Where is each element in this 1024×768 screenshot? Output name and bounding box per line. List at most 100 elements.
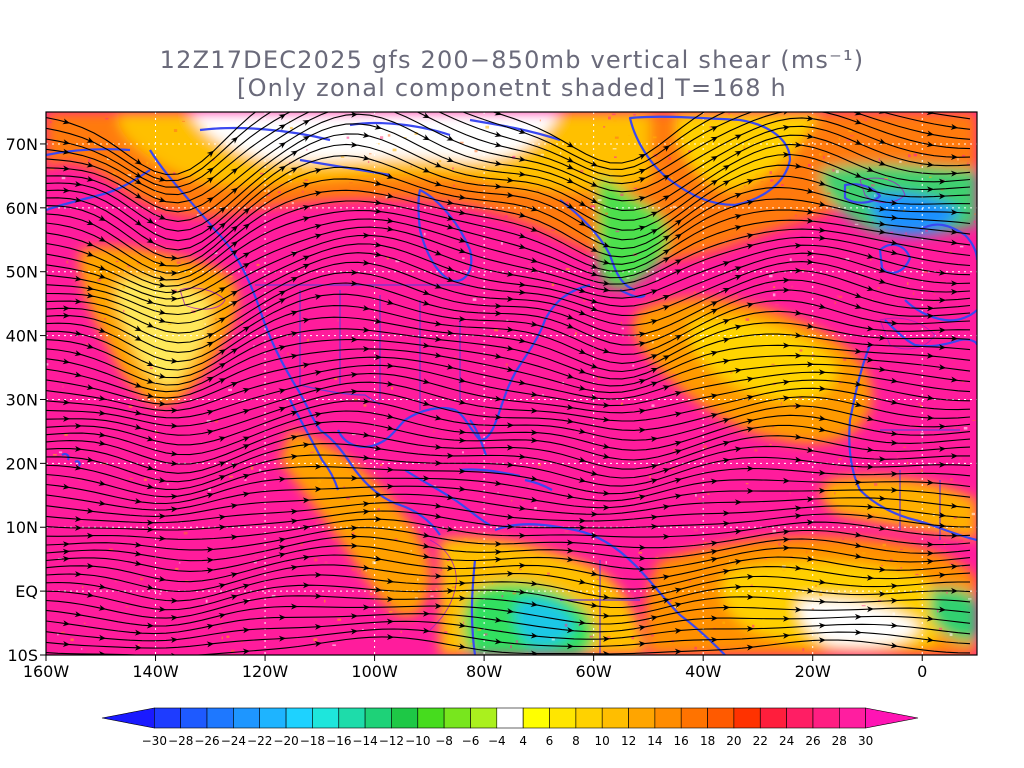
streamline-arrow [290, 167, 298, 174]
streamline-arrow [710, 350, 718, 357]
streamline-arrow [386, 413, 394, 420]
streamline-arrow [350, 613, 358, 620]
speckle [805, 551, 808, 554]
speckle [417, 578, 419, 581]
streamline-arrow [242, 326, 250, 333]
streamline-arrow [62, 139, 70, 146]
streamline-arrow [362, 431, 370, 438]
streamline-arrow [422, 627, 430, 634]
streamline [46, 123, 971, 222]
streamline-arrow [278, 165, 286, 173]
streamline-arrow [602, 347, 610, 354]
speckle [795, 214, 797, 217]
streamline-arrow [62, 555, 70, 562]
speckle [131, 516, 133, 520]
speckle [389, 201, 392, 204]
streamline-arrow [938, 364, 946, 371]
coast-baja [289, 399, 340, 491]
streamline-arrow [362, 501, 370, 507]
streamline-arrow [74, 275, 82, 282]
speckle [398, 467, 401, 470]
speckle [603, 126, 606, 128]
colorbar-label: 10 [595, 734, 610, 748]
streamline-arrow [578, 367, 586, 374]
speckle [669, 599, 672, 602]
streamline-arrow [782, 379, 790, 386]
speckle [920, 405, 923, 408]
streamline-arrow [890, 471, 898, 478]
streamline-arrow [206, 429, 214, 436]
streamline [46, 234, 971, 307]
speckle [301, 190, 304, 193]
speckle [838, 137, 841, 140]
speckle [138, 644, 140, 646]
streamline-arrow [158, 477, 166, 483]
speckle [234, 206, 236, 209]
streamline-arrow [878, 591, 886, 598]
streamline [46, 502, 971, 524]
streamline-arrow [158, 308, 166, 315]
streamline-arrow [518, 588, 526, 595]
streamline-arrow [638, 555, 646, 562]
speckle [207, 124, 209, 128]
streamline-arrow [314, 168, 322, 174]
streamline-arrow [386, 483, 394, 490]
speckle [729, 560, 731, 562]
speckle [780, 401, 782, 405]
speckle [838, 382, 842, 384]
speckle [639, 312, 642, 314]
speckle [522, 498, 525, 501]
speckle [968, 598, 972, 600]
streamline-arrow [674, 628, 682, 634]
streamline-arrow [218, 475, 226, 481]
speckle [874, 194, 876, 197]
streamline-arrow [710, 636, 718, 643]
speckle [781, 184, 784, 186]
chart-title-line-2: [Only zonal componetnt shaded] T=168 h [237, 74, 787, 102]
streamline-arrow [362, 232, 370, 239]
speckle [348, 270, 350, 273]
streamline-arrow [218, 349, 226, 356]
speckle [940, 279, 945, 282]
streamline-arrow [146, 464, 154, 471]
streamline-arrow [314, 370, 322, 376]
streamline-arrow [794, 513, 802, 520]
chart-title-line-1: 12Z17DEC2025 gfs 200−850mb vertical shea… [159, 46, 865, 74]
streamline-arrow [794, 433, 802, 440]
streamline-arrow [158, 575, 166, 582]
streamline-arrow [134, 644, 142, 651]
streamline-arrow [434, 460, 442, 467]
streamline-arrow [518, 337, 526, 344]
streamline-arrow [710, 308, 718, 315]
streamline-arrow [290, 277, 298, 283]
streamline-arrow [242, 408, 250, 415]
speckle [973, 220, 976, 223]
streamline-arrow [242, 436, 250, 443]
streamline-arrow [710, 540, 718, 547]
streamline [46, 293, 971, 363]
streamline-arrow [950, 209, 958, 216]
speckle [177, 433, 182, 436]
speckle [289, 161, 291, 164]
streamline-arrow [866, 513, 874, 520]
streamline-arrow [146, 321, 154, 328]
streamline-arrow [566, 643, 574, 650]
streamline-arrow [590, 181, 598, 187]
speckle [219, 129, 224, 132]
speckle [854, 611, 858, 613]
streamline-arrow [674, 219, 682, 226]
streamline [46, 421, 971, 465]
speckle [596, 413, 599, 415]
streamline-arrow [506, 296, 514, 303]
speckle [790, 285, 794, 288]
streamline-arrow [926, 130, 934, 137]
speckle [926, 407, 928, 410]
speckle [204, 323, 206, 325]
streamline-arrow [218, 317, 226, 324]
streamline-arrow [674, 477, 682, 484]
shading-orange-west-africa [821, 476, 977, 540]
streamline-arrow [146, 584, 154, 590]
streamline-arrow [446, 265, 454, 272]
streamline-arrow [926, 141, 934, 148]
speckle [967, 162, 969, 166]
